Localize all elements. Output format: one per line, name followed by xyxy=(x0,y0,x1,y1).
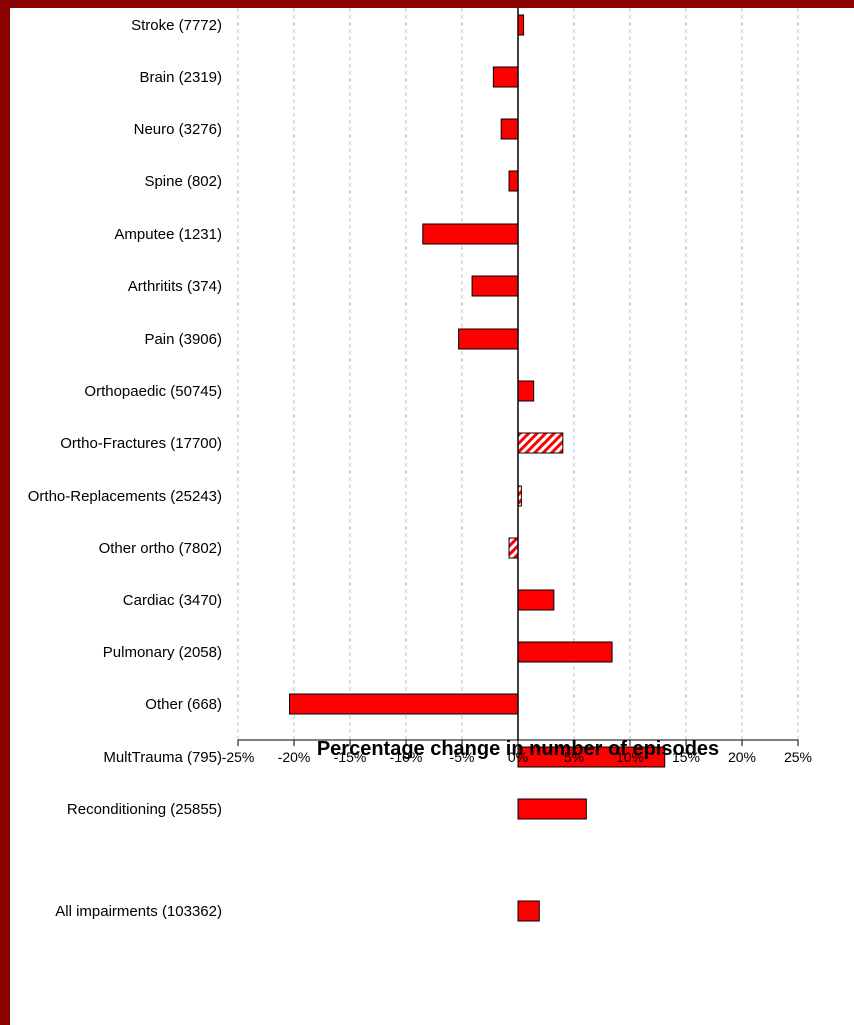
bars xyxy=(289,14,666,922)
category-label: Reconditioning (25855) xyxy=(67,801,222,818)
bar xyxy=(517,380,535,402)
grid-lines xyxy=(237,8,799,740)
bar xyxy=(517,746,666,768)
tick-labels: -25% -20% -15% -10% -5% 0% 5% 10% 15% 20% 25% xyxy=(222,749,812,765)
chart-frame: Stroke (7772) Brain (2319) Neuro (3276) Spi… xyxy=(10,8,854,1025)
x-tick-label: 10% xyxy=(616,749,644,765)
x-tick-label: -20% xyxy=(278,749,311,765)
category-label: Arthritits (374) xyxy=(128,278,222,295)
category-label: Spine (802) xyxy=(144,173,222,190)
category-labels: Stroke (7772) Brain (2319) Neuro (3276) Spi… xyxy=(28,17,222,920)
category-label: Neuro (3276) xyxy=(134,121,222,138)
bar-chart: Stroke (7772) Brain (2319) Neuro (3276) Spi… xyxy=(28,8,812,922)
category-label: Ortho-Replacements (25243) xyxy=(28,488,222,505)
x-tick-label: 5% xyxy=(564,749,584,765)
category-label: Other (668) xyxy=(145,696,222,713)
bar xyxy=(500,118,519,140)
bar xyxy=(517,798,587,820)
category-label: Cardiac (3470) xyxy=(123,592,222,609)
category-label: Amputee (1231) xyxy=(114,226,222,243)
bar xyxy=(517,14,525,36)
bar xyxy=(422,223,519,245)
bar xyxy=(492,66,519,88)
category-label: Stroke (7772) xyxy=(131,17,222,34)
bar xyxy=(289,693,519,715)
category-label: Orthopaedic (50745) xyxy=(84,383,222,400)
bar xyxy=(517,589,555,611)
category-label: MultTrauma (795) xyxy=(103,749,222,766)
bar xyxy=(517,641,613,663)
x-tick-label: 25% xyxy=(784,749,812,765)
bar xyxy=(517,432,564,454)
bar xyxy=(471,275,519,297)
x-tick-label: -5% xyxy=(450,749,475,765)
category-label: Ortho-Fractures (17700) xyxy=(60,435,222,452)
x-tick-label: -10% xyxy=(390,749,423,765)
bar xyxy=(508,170,519,192)
category-label: Brain (2319) xyxy=(139,69,222,86)
x-tick-label: 0% xyxy=(508,749,528,765)
category-label: Pain (3906) xyxy=(144,331,222,348)
bar xyxy=(517,900,540,922)
x-axis-title: Percentage change in number of episodes xyxy=(317,738,719,760)
bar xyxy=(508,537,519,559)
category-label: Other ortho (7802) xyxy=(99,540,222,557)
bar xyxy=(458,328,519,350)
x-tick-label: -25% xyxy=(222,749,255,765)
axes xyxy=(237,8,799,746)
x-tick-label: 15% xyxy=(672,749,700,765)
x-tick-label: 20% xyxy=(728,749,756,765)
category-label: Pulmonary (2058) xyxy=(103,644,222,661)
category-label: All impairments (103362) xyxy=(55,903,222,920)
x-tick-label: -15% xyxy=(334,749,367,765)
